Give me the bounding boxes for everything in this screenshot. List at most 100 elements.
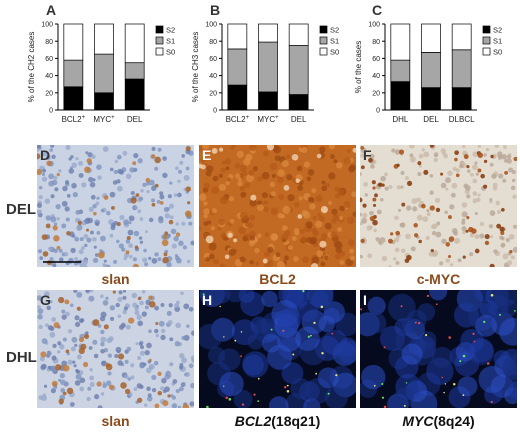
texture-dot [360, 172, 362, 176]
texture-dot [277, 169, 285, 178]
texture-dot [514, 310, 516, 312]
texture-dot [296, 165, 303, 172]
texture-dot [37, 168, 43, 176]
texture-dot [84, 243, 88, 247]
texture-dot [270, 328, 273, 331]
texture-dot [431, 346, 453, 369]
texture-dot [328, 145, 336, 150]
texture-dot [298, 196, 303, 201]
texture-dot [455, 173, 460, 178]
texture-dot [94, 253, 99, 257]
texture-dot [57, 341, 62, 346]
texture-dot [368, 157, 373, 163]
texture-dot [489, 197, 493, 201]
texture-dot [162, 400, 169, 407]
caption-h-gene: BCL2 [234, 413, 272, 429]
texture-dot [321, 180, 326, 185]
texture-dot [118, 290, 123, 295]
texture-dot [444, 210, 448, 214]
texture-dot [261, 333, 281, 353]
texture-dot [84, 334, 90, 340]
texture-dot [78, 160, 84, 166]
texture-dot [498, 313, 501, 316]
texture-dot [186, 324, 190, 328]
texture-dot [315, 372, 318, 375]
texture-dot [51, 380, 58, 387]
bar-segment-s0 [94, 23, 114, 55]
texture-dot [500, 243, 506, 248]
texture-dot [321, 185, 328, 192]
texture-dot [51, 355, 57, 361]
texture-dot [127, 229, 134, 236]
texture-dot [245, 153, 253, 161]
texture-dot [291, 153, 299, 161]
texture-dot [332, 214, 340, 221]
texture-dot [145, 181, 150, 186]
texture-dot [157, 371, 162, 376]
texture-dot [171, 395, 176, 400]
texture-dot [75, 369, 80, 374]
texture-dot [297, 214, 303, 219]
texture-dot [380, 175, 386, 182]
texture-dot [351, 191, 356, 198]
y-tick-label: 0 [49, 108, 53, 115]
texture-dot [92, 257, 99, 263]
texture-dot [137, 397, 143, 403]
bar-segment-s1 [258, 41, 278, 93]
texture-dot [130, 375, 135, 380]
y-tick-label: 0 [376, 108, 380, 115]
texture-dot [205, 235, 214, 244]
texture-dot [202, 145, 210, 150]
texture-dot [409, 145, 415, 149]
texture-dot [406, 205, 412, 211]
texture-dot [142, 257, 148, 263]
texture-dot [373, 384, 376, 387]
texture-dot [37, 308, 44, 315]
texture-dot [222, 196, 228, 202]
texture-dot [310, 334, 312, 337]
texture-dot [119, 215, 125, 221]
texture-dot [203, 221, 209, 226]
texture-dot [225, 166, 230, 171]
bar-segment-s0 [258, 23, 278, 43]
texture-dot [175, 232, 181, 237]
texture-dot [58, 398, 64, 405]
panel-letter-a: A [46, 2, 57, 18]
texture-dot [89, 181, 96, 188]
texture-dot [337, 340, 356, 364]
panel-letter-h: H [202, 292, 213, 308]
texture-dot [338, 215, 344, 221]
texture-dot [160, 334, 166, 341]
texture-dot [124, 374, 129, 379]
texture-dot [241, 403, 245, 406]
texture-dot [450, 263, 454, 267]
texture-dot [372, 219, 378, 226]
texture-dot [155, 321, 159, 326]
texture-dot [223, 336, 225, 338]
texture-dot [231, 145, 236, 149]
texture-dot [301, 236, 307, 243]
texture-dot [217, 226, 222, 231]
image-g-slan-dhl [37, 290, 194, 408]
texture-dot [282, 238, 287, 243]
texture-dot [393, 388, 414, 408]
texture-dot [148, 329, 152, 334]
texture-dot [41, 176, 48, 182]
texture-dot [458, 163, 464, 169]
texture-dot [151, 198, 156, 203]
bar-segment-s1 [390, 59, 411, 82]
bar-segment-s2 [124, 78, 145, 111]
texture-dot [317, 213, 322, 218]
texture-dot [144, 403, 148, 407]
texture-dot [128, 215, 135, 222]
texture-dot [157, 147, 162, 152]
texture-dot [381, 396, 385, 399]
texture-dot [117, 360, 123, 366]
texture-dot [167, 394, 171, 398]
texture-dot [445, 187, 449, 191]
texture-dot [403, 404, 406, 407]
texture-dot [228, 196, 235, 202]
texture-dot [74, 380, 81, 386]
texture-dot [148, 217, 154, 223]
texture-dot [179, 353, 185, 359]
